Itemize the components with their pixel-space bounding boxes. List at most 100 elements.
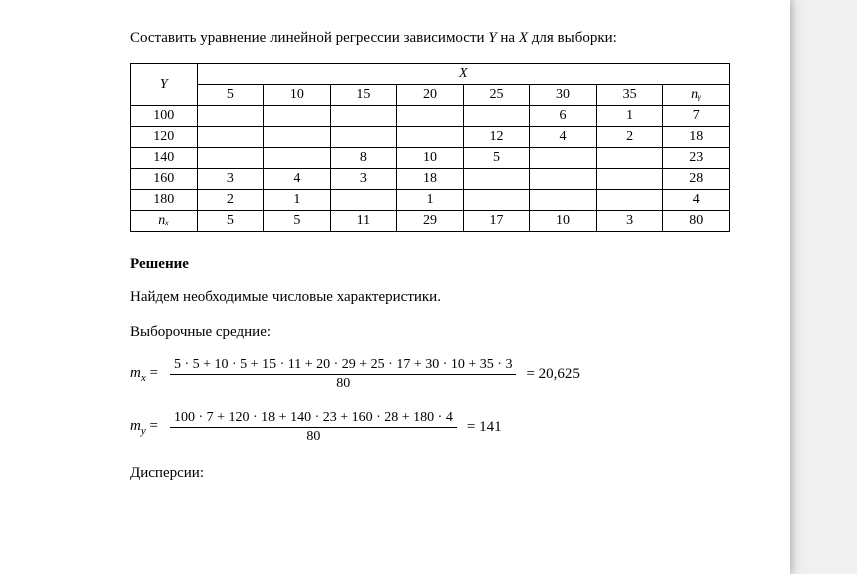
cell bbox=[463, 190, 530, 211]
cell bbox=[530, 169, 597, 190]
cell: 6 bbox=[530, 106, 597, 127]
x-col: 10 bbox=[264, 85, 331, 106]
cell: 3 bbox=[197, 169, 264, 190]
mx-subscript: x bbox=[141, 372, 146, 384]
page-shadow bbox=[790, 0, 796, 574]
cell: 1 bbox=[264, 190, 331, 211]
cell bbox=[596, 190, 663, 211]
cell bbox=[264, 106, 331, 127]
ny-cell: 7 bbox=[663, 106, 730, 127]
x-col: 5 bbox=[197, 85, 264, 106]
y-cell: 180 bbox=[131, 190, 198, 211]
cell bbox=[596, 148, 663, 169]
cell: 3 bbox=[330, 169, 397, 190]
my-symbol: m bbox=[130, 418, 141, 434]
x-col: 30 bbox=[530, 85, 597, 106]
my-subscript: y bbox=[141, 425, 146, 437]
nx-cell: 3 bbox=[596, 211, 663, 232]
table-row: 180 2 1 1 4 bbox=[131, 190, 730, 211]
table-row: 120 12 4 2 18 bbox=[131, 127, 730, 148]
cell bbox=[397, 127, 464, 148]
fraction-bar bbox=[170, 374, 517, 375]
table-header-row-1: Y X bbox=[131, 64, 730, 85]
cell: 8 bbox=[330, 148, 397, 169]
fraction-bar bbox=[170, 427, 457, 428]
cell bbox=[530, 148, 597, 169]
intro-var-x: X bbox=[519, 30, 528, 46]
y-header: Y bbox=[131, 64, 198, 106]
cell: 10 bbox=[397, 148, 464, 169]
my-result: = 141 bbox=[467, 419, 502, 436]
my-label: my = bbox=[130, 418, 158, 437]
nx-cell: 17 bbox=[463, 211, 530, 232]
intro-var-y: Y bbox=[488, 30, 496, 46]
mx-label: mx = bbox=[130, 365, 158, 384]
cell bbox=[330, 127, 397, 148]
nx-label: nₓ bbox=[131, 211, 198, 232]
cell: 4 bbox=[264, 169, 331, 190]
y-cell: 140 bbox=[131, 148, 198, 169]
cell: 2 bbox=[197, 190, 264, 211]
cell: 1 bbox=[397, 190, 464, 211]
mx-result: = 20,625 bbox=[526, 366, 579, 383]
solution-line1: Найдем необходимые числовые характеристи… bbox=[130, 287, 730, 308]
nx-cell: 10 bbox=[530, 211, 597, 232]
equation-mx: mx = 5 · 5 + 10 · 5 + 15 · 11 + 20 · 29 … bbox=[130, 357, 730, 392]
cell bbox=[530, 190, 597, 211]
table-row: 140 8 10 5 23 bbox=[131, 148, 730, 169]
my-fraction: 100 · 7 + 120 · 18 + 140 · 23 + 160 · 28… bbox=[170, 410, 457, 445]
cell: 2 bbox=[596, 127, 663, 148]
mx-numerator: 5 · 5 + 10 · 5 + 15 · 11 + 20 · 29 + 25 … bbox=[170, 357, 517, 373]
cell bbox=[330, 106, 397, 127]
ny-cell: 18 bbox=[663, 127, 730, 148]
x-col: 25 bbox=[463, 85, 530, 106]
intro-paragraph: Составить уравнение линейной регрессии з… bbox=[130, 28, 730, 49]
cell bbox=[330, 190, 397, 211]
cell bbox=[264, 127, 331, 148]
total-cell: 80 bbox=[663, 211, 730, 232]
my-numerator: 100 · 7 + 120 · 18 + 140 · 23 + 160 · 28… bbox=[170, 410, 457, 426]
equation-my: my = 100 · 7 + 120 · 18 + 140 · 23 + 160… bbox=[130, 410, 730, 445]
cell bbox=[197, 148, 264, 169]
frequency-table: Y X 5 10 15 20 25 30 35 nᵧ 100 6 1 7 120 bbox=[130, 63, 730, 232]
cell: 1 bbox=[596, 106, 663, 127]
table-row: 100 6 1 7 bbox=[131, 106, 730, 127]
intro-mid1: на bbox=[497, 30, 519, 46]
my-denominator: 80 bbox=[302, 429, 324, 445]
cell bbox=[596, 169, 663, 190]
y-cell: 160 bbox=[131, 169, 198, 190]
x-header: X bbox=[197, 64, 729, 85]
nx-cell: 11 bbox=[330, 211, 397, 232]
mx-denominator: 80 bbox=[332, 376, 354, 392]
x-col: 20 bbox=[397, 85, 464, 106]
cell: 4 bbox=[530, 127, 597, 148]
nx-cell: 5 bbox=[197, 211, 264, 232]
ny-cell: 28 bbox=[663, 169, 730, 190]
mx-fraction: 5 · 5 + 10 · 5 + 15 · 11 + 20 · 29 + 25 … bbox=[170, 357, 517, 392]
intro-prefix: Составить уравнение линейной регрессии з… bbox=[130, 30, 488, 46]
nx-cell: 29 bbox=[397, 211, 464, 232]
cell: 18 bbox=[397, 169, 464, 190]
cell bbox=[264, 148, 331, 169]
solution-line3: Дисперсии: bbox=[130, 463, 730, 484]
ny-cell: 23 bbox=[663, 148, 730, 169]
cell bbox=[197, 106, 264, 127]
table-header-row-2: 5 10 15 20 25 30 35 nᵧ bbox=[131, 85, 730, 106]
x-col: 35 bbox=[596, 85, 663, 106]
y-cell: 120 bbox=[131, 127, 198, 148]
table-row: 160 3 4 3 18 28 bbox=[131, 169, 730, 190]
cell bbox=[197, 127, 264, 148]
ny-cell: 4 bbox=[663, 190, 730, 211]
mx-symbol: m bbox=[130, 365, 141, 381]
cell: 12 bbox=[463, 127, 530, 148]
cell: 5 bbox=[463, 148, 530, 169]
solution-heading: Решение bbox=[130, 256, 730, 273]
cell bbox=[463, 169, 530, 190]
ny-header: nᵧ bbox=[663, 85, 730, 106]
nx-cell: 5 bbox=[264, 211, 331, 232]
cell bbox=[463, 106, 530, 127]
table-total-row: nₓ 5 5 11 29 17 10 3 80 bbox=[131, 211, 730, 232]
cell bbox=[397, 106, 464, 127]
x-col: 15 bbox=[330, 85, 397, 106]
y-cell: 100 bbox=[131, 106, 198, 127]
